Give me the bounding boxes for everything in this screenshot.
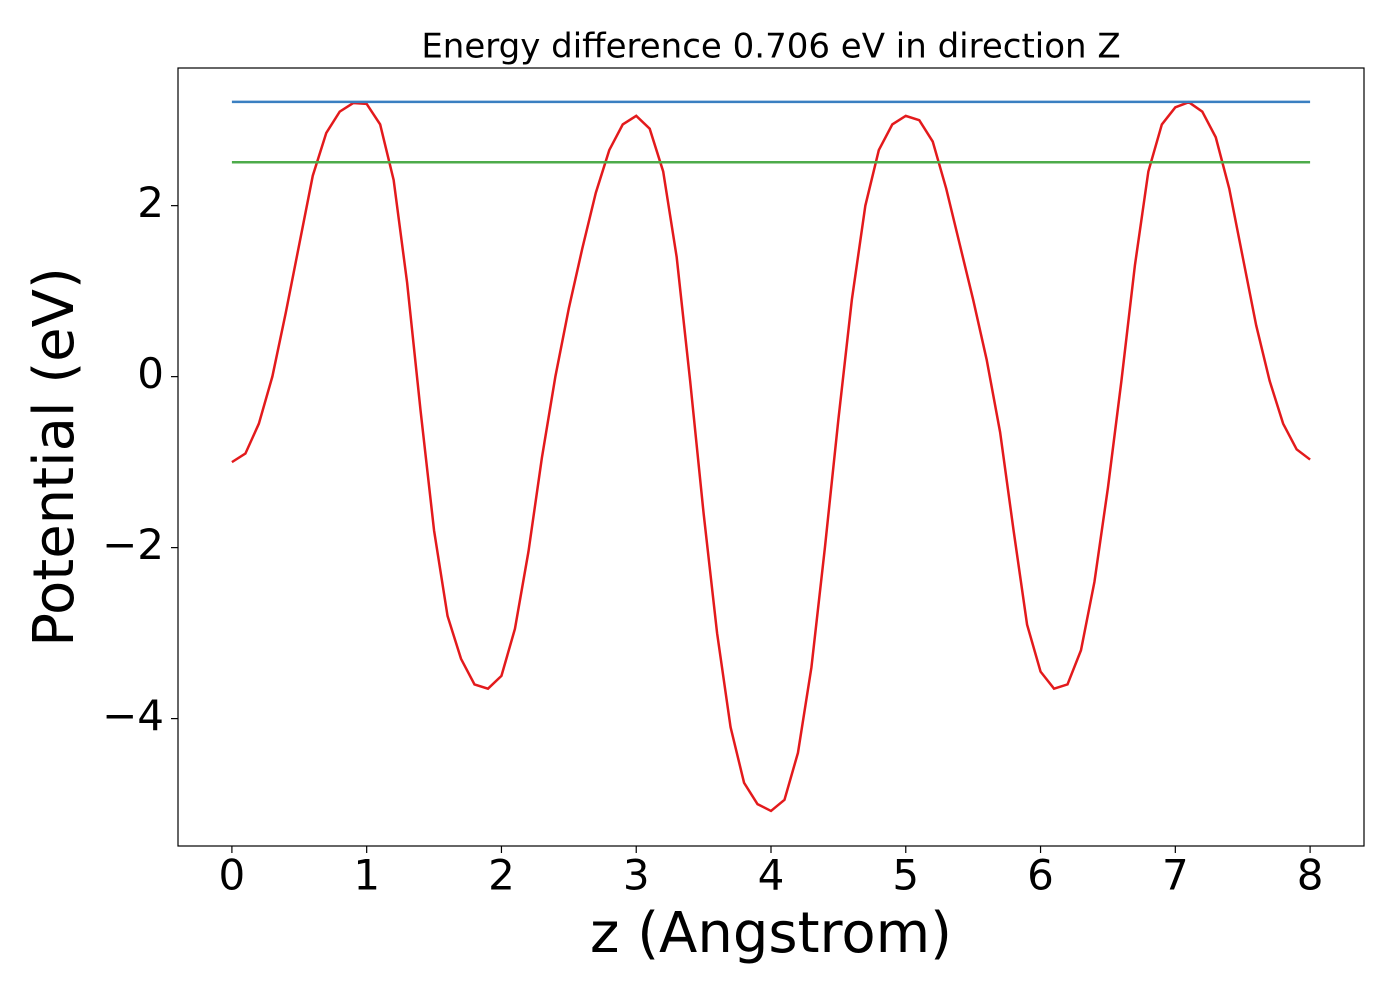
x-tick-label: 3 <box>623 851 650 900</box>
y-tick-label: 0 <box>137 349 164 398</box>
x-tick-label: 2 <box>488 851 515 900</box>
y-axis-label: Potential (eV) <box>22 267 87 647</box>
y-tick-label: 2 <box>137 178 164 227</box>
x-tick-label: 6 <box>1027 851 1054 900</box>
x-tick-label: 8 <box>1297 851 1324 900</box>
x-tick-label: 1 <box>353 851 380 900</box>
x-tick-label: 0 <box>219 851 246 900</box>
y-tick-label: −4 <box>102 691 164 740</box>
x-tick-label: 5 <box>892 851 919 900</box>
x-tick-label: 4 <box>758 851 785 900</box>
data-line <box>231 100 1311 813</box>
y-tick-label: −2 <box>102 520 164 569</box>
plot-frame <box>177 67 1365 847</box>
x-tick-label: 7 <box>1162 851 1189 900</box>
x-axis-label: z (Angstrom) <box>590 901 952 966</box>
chart-title: Energy difference 0.706 eV in direction … <box>421 27 1120 67</box>
